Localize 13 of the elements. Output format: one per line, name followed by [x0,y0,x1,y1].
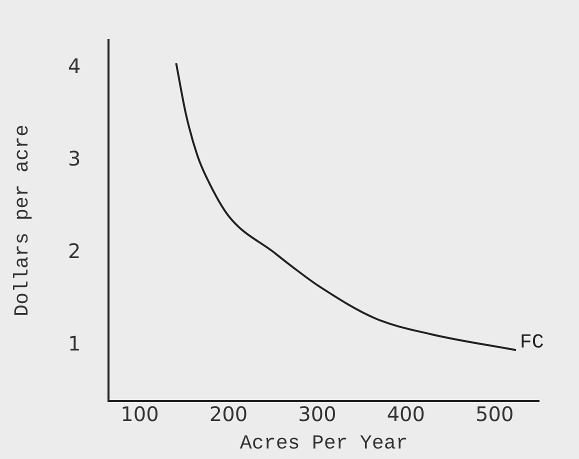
x-tick-label: 300 [298,402,336,426]
y-axis-title: Dollars per acre [11,124,34,317]
x-tick-label: 500 [476,402,514,426]
line-series [175,62,517,352]
y-tick-label: 1 [68,332,81,356]
x-axis-title: Acres Per Year [240,432,408,456]
y-tick-label: 4 [68,54,81,78]
x-tick-label: 400 [386,402,426,426]
y-tick-label: 3 [68,146,81,171]
x-tick-label: 200 [209,402,248,426]
y-tick-label: 2 [68,239,81,264]
x-tick-label: 100 [120,402,159,426]
series-label: FC [520,331,544,354]
